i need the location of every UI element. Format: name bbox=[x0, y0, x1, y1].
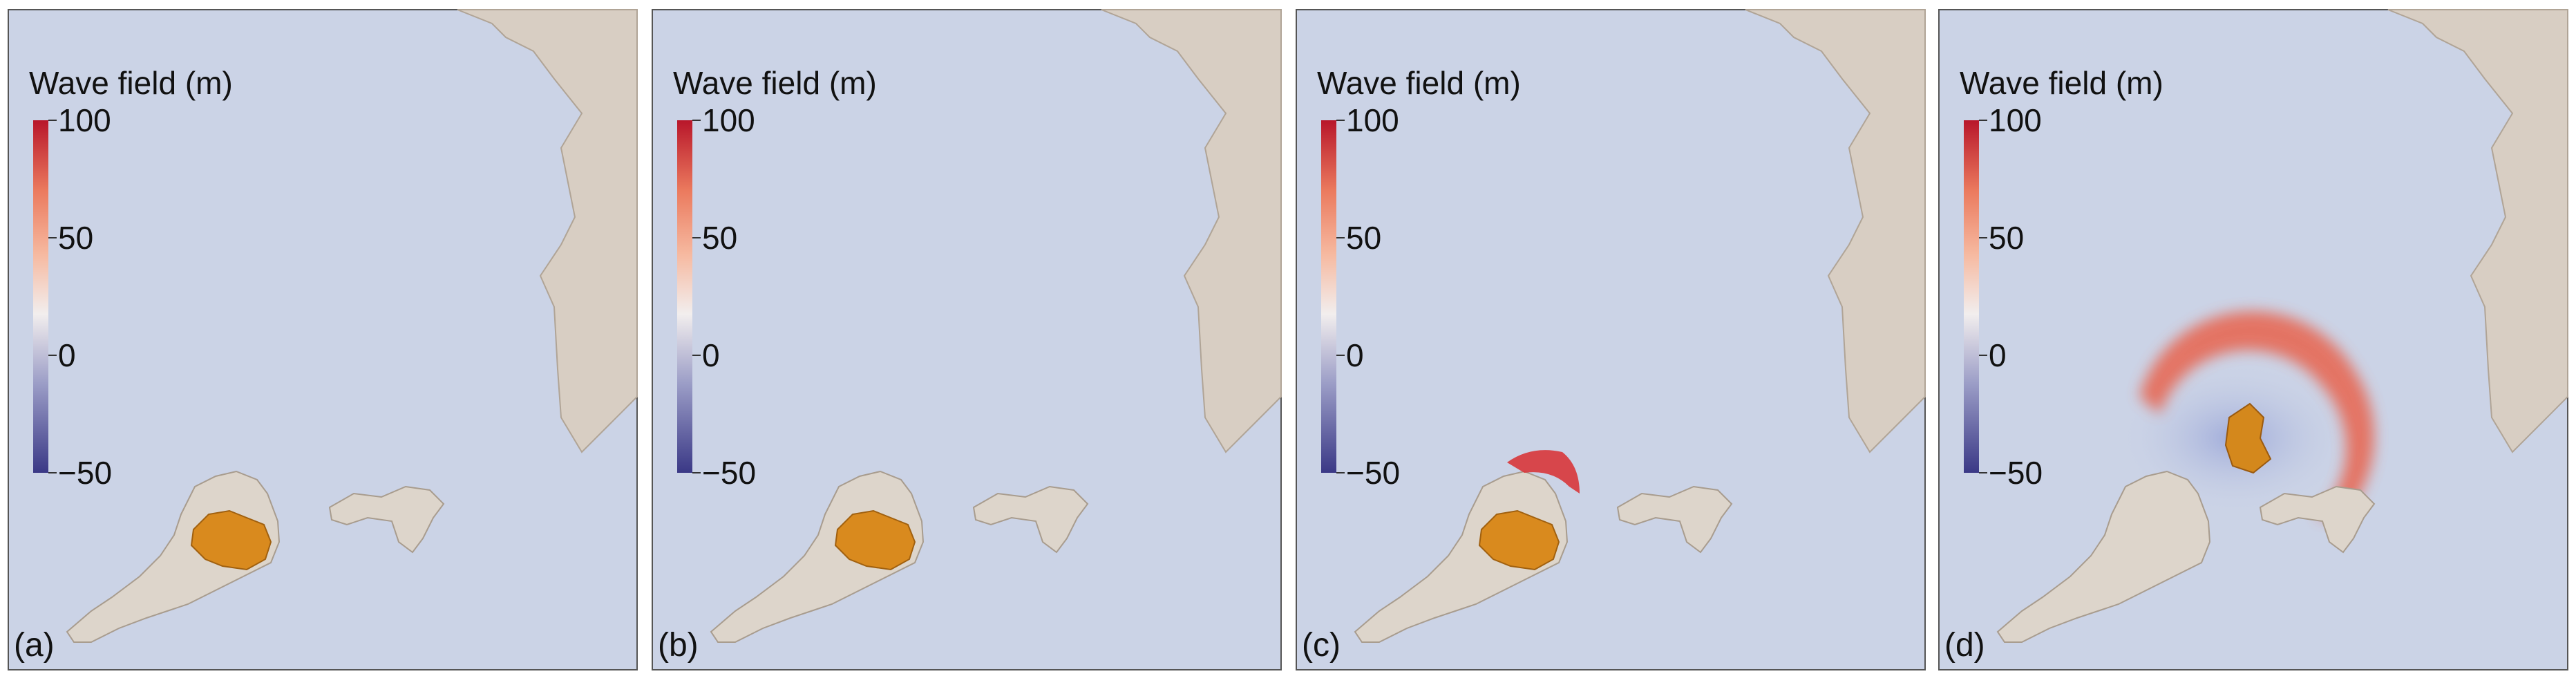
colorbar-tick-label: 100 bbox=[1989, 102, 2042, 138]
islet bbox=[328, 485, 445, 554]
coastline bbox=[1101, 9, 1282, 453]
colorbar-title: Wave field (m) bbox=[1960, 65, 2163, 101]
positive-wave bbox=[2139, 311, 2374, 518]
colorbar-title: Wave field (m) bbox=[29, 65, 233, 101]
colorbar-tick-label: −50 bbox=[58, 455, 112, 491]
islet bbox=[2259, 485, 2376, 554]
colorbar-title: Wave field (m) bbox=[673, 65, 877, 101]
colorbar bbox=[1964, 120, 1979, 473]
colorbar-tick-label: 0 bbox=[1346, 337, 1364, 373]
landslide bbox=[834, 509, 916, 571]
colorbar bbox=[33, 120, 48, 473]
panel: Wave field (m)100 50 0 −50 (c) bbox=[1296, 9, 1926, 670]
colorbar-tick-label: 50 bbox=[1989, 220, 2024, 256]
colorbar-title: Wave field (m) bbox=[1317, 65, 1521, 101]
colorbar-tick-label: 50 bbox=[702, 220, 737, 256]
landslide bbox=[190, 509, 272, 571]
island bbox=[1996, 470, 2211, 643]
colorbar-tick-label: −50 bbox=[1346, 455, 1400, 491]
colorbar-tick-label: −50 bbox=[1989, 455, 2043, 491]
coastline bbox=[457, 9, 638, 453]
colorbar-tick-label: 100 bbox=[58, 102, 111, 138]
colorbar-tick-label: 0 bbox=[1989, 337, 2007, 373]
coastline bbox=[2387, 9, 2568, 453]
panel-background bbox=[8, 9, 638, 670]
landslide bbox=[1478, 509, 1560, 571]
panel-background bbox=[1296, 9, 1926, 670]
colorbar-tick-label: 0 bbox=[702, 337, 720, 373]
colorbar-tick-label: 50 bbox=[1346, 220, 1381, 256]
islet bbox=[972, 485, 1089, 554]
wave-front bbox=[1507, 450, 1580, 494]
colorbar-tick-label: 50 bbox=[58, 220, 93, 256]
colorbar-tick-label: 100 bbox=[702, 102, 755, 138]
coastline bbox=[1745, 9, 1926, 453]
colorbar bbox=[677, 120, 692, 473]
panel: Wave field (m)100 50 0 −50 (d) bbox=[1938, 9, 2568, 670]
colorbar-tick-label: 0 bbox=[58, 337, 76, 373]
panel-label: (d) bbox=[1944, 627, 1985, 664]
colorbar-tick-label: 100 bbox=[1346, 102, 1399, 138]
panel-background bbox=[652, 9, 1282, 670]
panel: Wave field (m)100 50 0 −50 (a) bbox=[8, 9, 638, 670]
islet bbox=[1616, 485, 1733, 554]
landslide bbox=[2224, 402, 2272, 474]
panel: Wave field (m)100 50 0 −50 (b) bbox=[652, 9, 1282, 670]
colorbar bbox=[1321, 120, 1336, 473]
panel-label: (b) bbox=[658, 627, 699, 664]
panel-label: (a) bbox=[14, 627, 55, 664]
colorbar-tick-label: −50 bbox=[702, 455, 756, 491]
panel-label: (c) bbox=[1302, 627, 1341, 664]
